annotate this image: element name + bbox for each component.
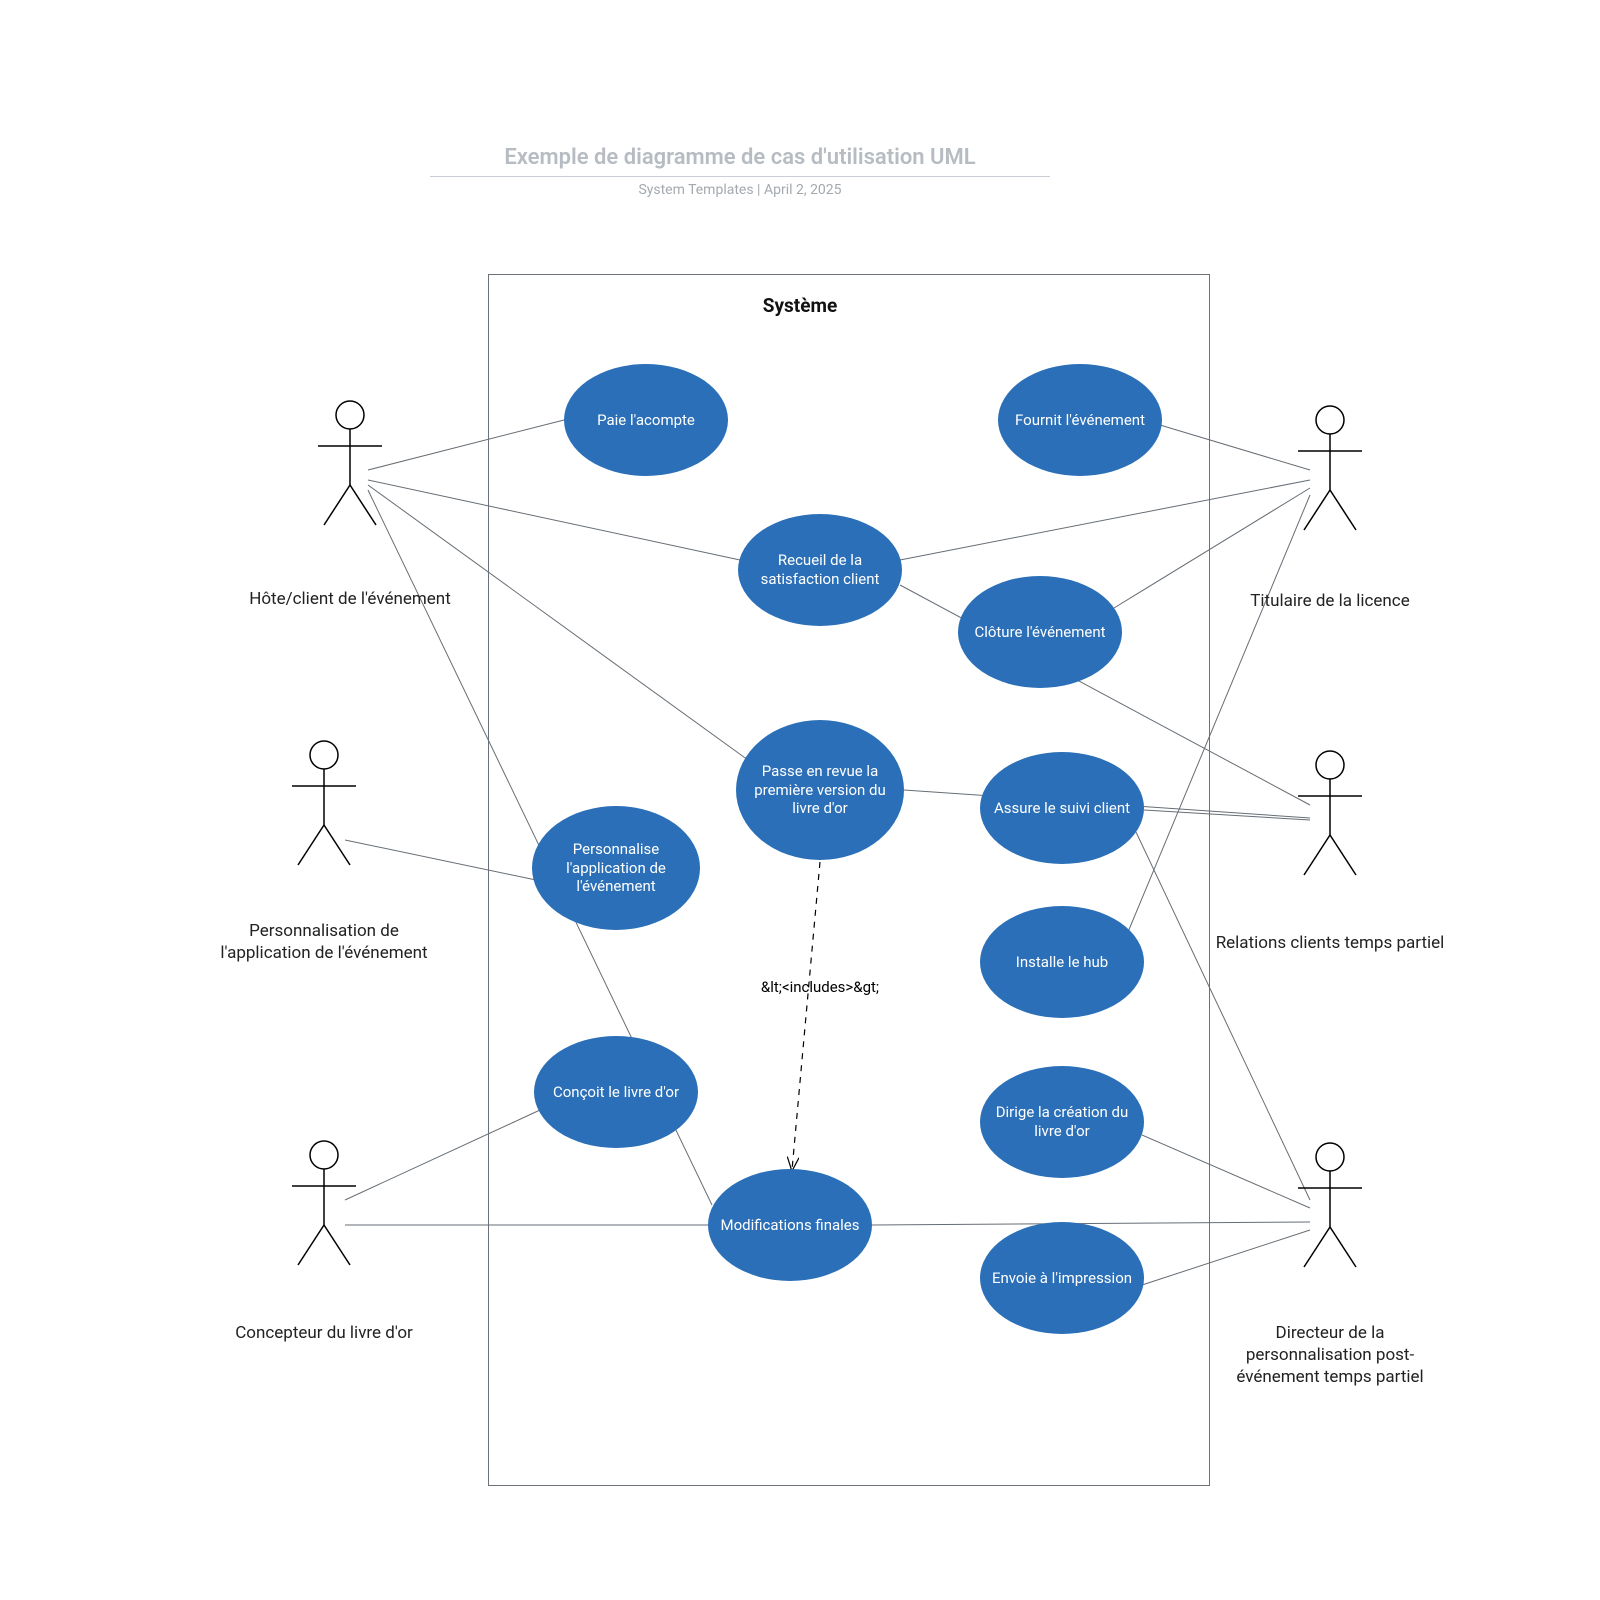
usecase-revue: Passe en revue la première version du li… — [736, 720, 904, 860]
usecase-envoie: Envoie à l'impression — [980, 1222, 1144, 1334]
actor-label-host: Hôte/client de l'événement — [225, 588, 475, 610]
actor-host — [318, 401, 382, 525]
usecase-cloture: Clôture l'événement — [958, 576, 1122, 688]
page-title: Exemple de diagramme de cas d'utilisatio… — [430, 145, 1050, 177]
actor-rel — [1298, 751, 1362, 875]
diagram-canvas: Exemple de diagramme de cas d'utilisatio… — [0, 0, 1600, 1600]
actor-custom — [292, 741, 356, 865]
usecase-concoit: Conçoit le livre d'or — [534, 1036, 698, 1148]
usecase-hub: Installe le hub — [980, 906, 1144, 1018]
subtitle-left: System Templates — [638, 182, 753, 198]
usecase-suivi: Assure le suivi client — [980, 752, 1144, 864]
usecase-recueil: Recueil de la satisfaction client — [738, 514, 902, 626]
actor-label-design: Concepteur du livre d'or — [204, 1322, 444, 1344]
usecase-paie: Paie l'acompte — [564, 364, 728, 476]
usecase-dirige: Dirige la création du livre d'or — [980, 1066, 1144, 1178]
actor-label-rel: Relations clients temps partiel — [1210, 932, 1450, 954]
usecase-fournit: Fournit l'événement — [998, 364, 1162, 476]
actor-label-dir: Directeur de la personnalisation post-év… — [1220, 1322, 1440, 1388]
system-label: Système — [740, 294, 860, 317]
actor-dir — [1298, 1143, 1362, 1267]
include-label: &lt;<includes>&gt; — [740, 978, 900, 996]
actor-label-lic: Titulaire de la licence — [1220, 590, 1440, 612]
subtitle-sep: | — [754, 182, 764, 198]
page-subtitle: System Templates | April 2, 2025 — [430, 182, 1050, 198]
usecase-perso: Personnalise l'application de l'événemen… — [532, 806, 700, 930]
actor-lic — [1298, 406, 1362, 530]
actor-design — [292, 1141, 356, 1265]
actor-label-custom: Personnalisation de l'application de l'é… — [214, 920, 434, 964]
usecase-modifs: Modifications finales — [708, 1169, 872, 1281]
subtitle-right: April 2, 2025 — [764, 182, 842, 198]
